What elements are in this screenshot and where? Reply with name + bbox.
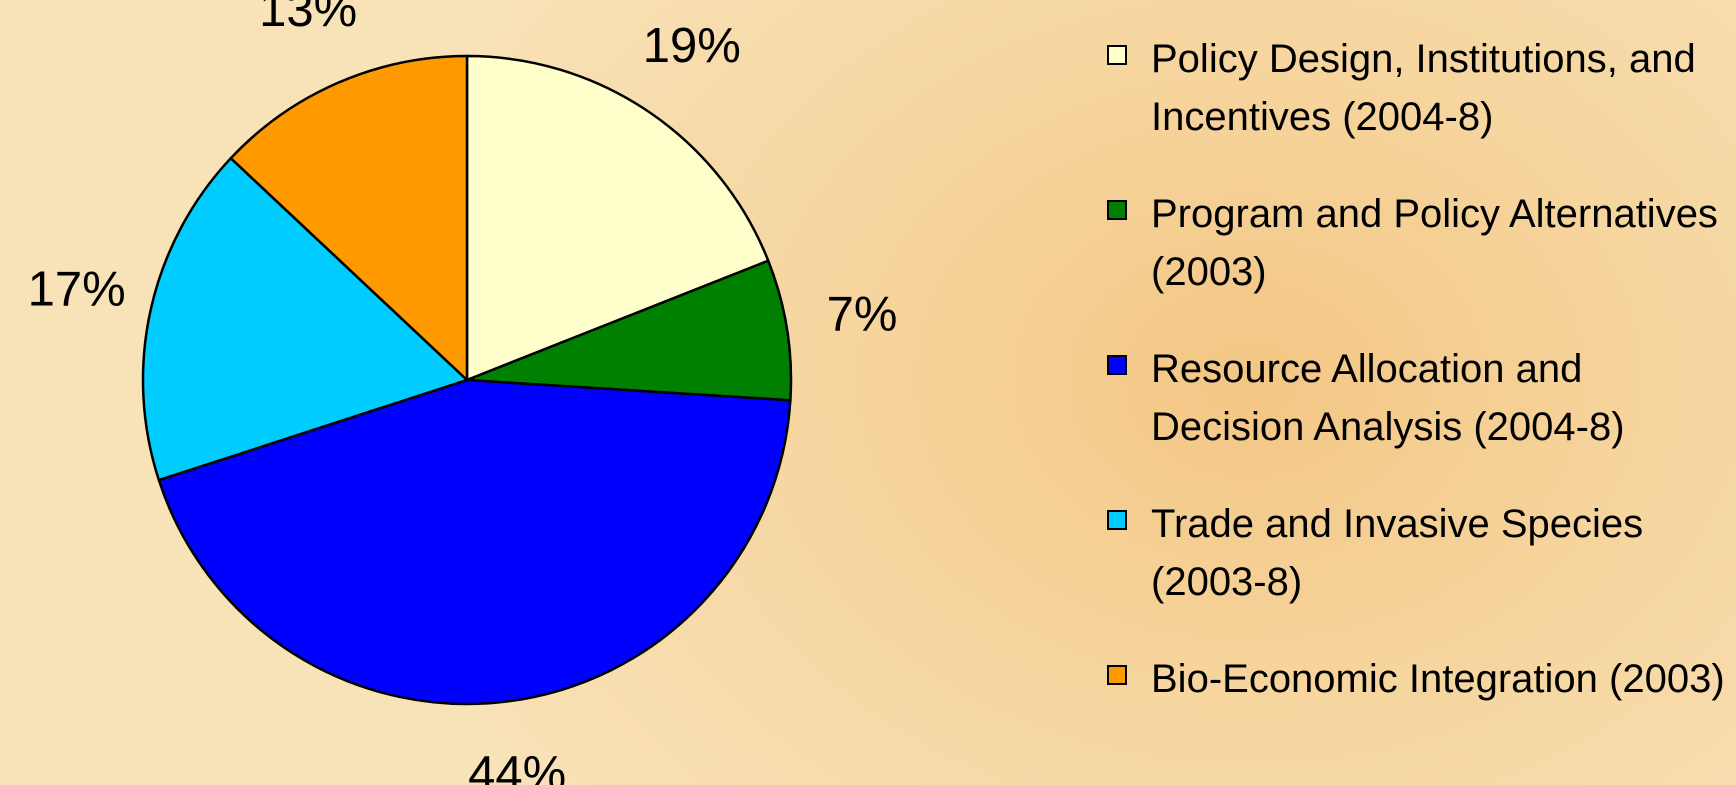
data-label: 13% [259, 0, 357, 37]
data-label: 44% [468, 747, 566, 785]
pie-chart: 19% 7% 44% 17% 13% [28, 0, 898, 785]
pie-slice [157, 378, 792, 706]
legend-swatch [1107, 665, 1127, 685]
legend-label: Policy Design, Institutions, and Incenti… [1151, 37, 1696, 139]
legend-label: Trade and Invasive Species (2003-8) [1151, 502, 1644, 604]
legend-label: Resource Allocation and Decision Analysi… [1151, 347, 1625, 449]
legend-swatch [1107, 510, 1127, 530]
legend-item: Trade and Invasive Species (2003-8) [1107, 495, 1732, 650]
legend-swatch [1107, 45, 1127, 65]
pie-slice [229, 54, 469, 383]
legend-item: Policy Design, Institutions, and Incenti… [1107, 30, 1732, 185]
data-label: 19% [643, 19, 741, 73]
data-label: 17% [28, 263, 126, 317]
legend-swatch [1107, 200, 1127, 220]
legend-item: Program and Policy Alternatives (2003) [1107, 185, 1732, 340]
legend-label: Bio-Economic Integration (2003) [1151, 657, 1725, 701]
legend: Policy Design, Institutions, and Incenti… [1107, 30, 1732, 785]
legend-swatch [1107, 355, 1127, 375]
pie-slice [465, 54, 770, 382]
data-label: 7% [827, 287, 898, 341]
legend-item: Bio-Economic Integration (2003) [1107, 650, 1732, 785]
legend-item: Resource Allocation and Decision Analysi… [1107, 340, 1732, 495]
pie-slice [466, 259, 793, 402]
legend-label: Program and Policy Alternatives (2003) [1151, 192, 1718, 294]
pie-slice [141, 156, 470, 482]
